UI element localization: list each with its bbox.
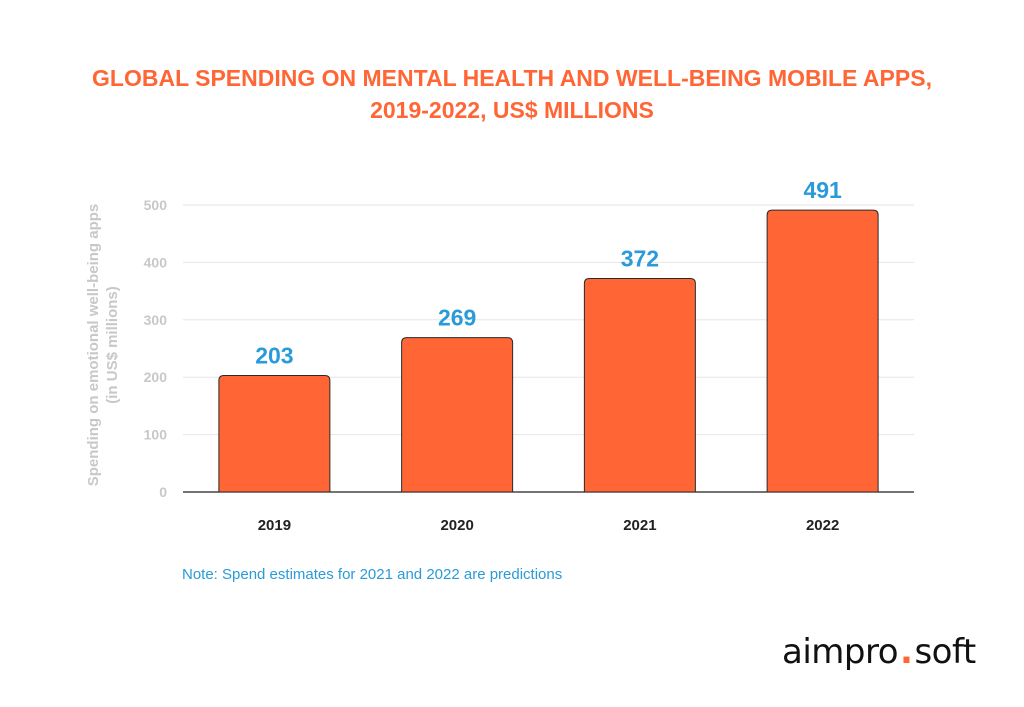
x-tick-label: 2020 (440, 517, 473, 534)
chart-title: GLOBAL SPENDING ON MENTAL HEALTH AND WEL… (0, 62, 1024, 126)
y-axis-label: Spending on emotional well-being apps (in… (85, 204, 121, 487)
bar-value-label: 203 (255, 342, 293, 368)
chart-title-line1: GLOBAL SPENDING ON MENTAL HEALTH AND WEL… (92, 65, 932, 91)
y-axis-label-line: Spending on emotional well-being apps (85, 204, 102, 487)
y-tick-label: 300 (144, 312, 168, 328)
predictions-note: Note: Spend estimates for 2021 and 2022 … (182, 566, 563, 583)
y-tick-label: 200 (144, 369, 168, 385)
bar (401, 337, 514, 493)
y-axis-label-line: (in US$ millions) (104, 286, 121, 404)
logo-part-2: soft (914, 632, 976, 672)
bar-value-label: 372 (621, 245, 659, 271)
y-tick-label: 100 (144, 427, 168, 443)
logo-part-1: aimpro (782, 632, 899, 672)
bar (583, 277, 696, 493)
aimprosoft-logo: aimpro.soft (782, 632, 976, 672)
bar-value-label: 269 (438, 305, 476, 331)
bar (218, 374, 331, 493)
bar-value-label: 491 (803, 177, 842, 203)
chart-title-line2: 2019-2022, US$ MILLIONS (370, 97, 654, 123)
x-tick-label: 2021 (623, 517, 656, 534)
y-tick-label: 400 (144, 254, 168, 270)
x-tick-label: 2022 (806, 517, 839, 534)
x-tick-label: 2019 (258, 517, 291, 534)
y-tick-label: 500 (144, 197, 168, 213)
y-tick-label: 0 (159, 484, 167, 500)
logo-dot: . (900, 632, 913, 672)
bar (766, 209, 879, 493)
